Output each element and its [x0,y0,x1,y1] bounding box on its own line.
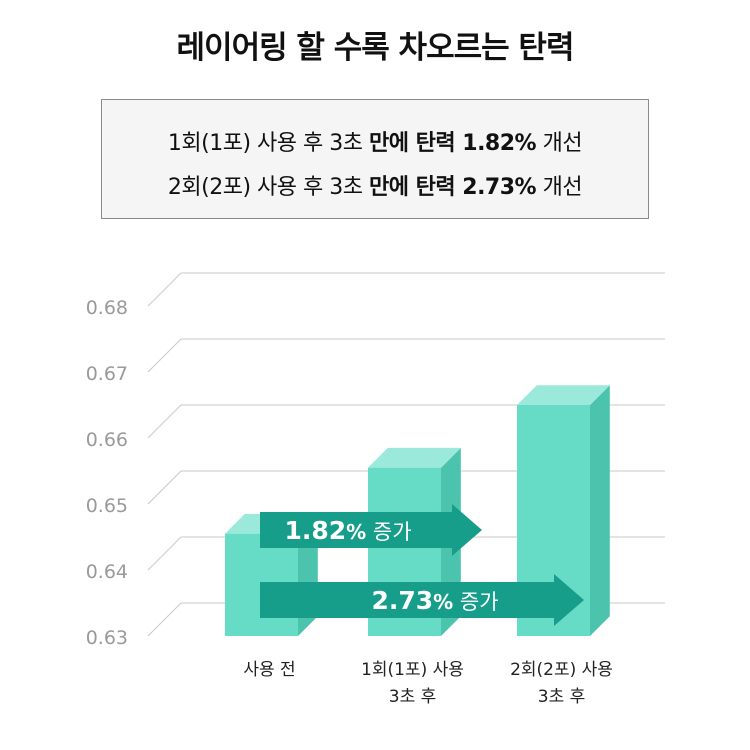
y-tick-label: 0.66 [86,429,128,451]
bar-top [368,447,461,468]
arrow-value: 1.82 [284,516,346,545]
gridline [147,404,665,439]
x-category-label: 사용 전 [243,660,295,680]
y-tick-label: 0.67 [86,363,128,385]
y-tick-label: 0.65 [86,495,128,517]
gridline [147,272,665,307]
gridline [147,536,665,571]
summary-line-2-bold: 만에 탄력 2.73% [368,175,537,200]
gridline [147,338,665,373]
x-category-label: 3초 후 [389,687,437,707]
x-category-label: 1회(1포) 사용 [361,660,464,680]
increase-arrow [260,504,482,556]
summary-line-2-prefix: 2회(2포) 사용 후 3초 [167,175,369,200]
chart-title: 레이어링 할 수록 차오르는 탄력 [176,30,575,66]
summary-box: 1회(1포) 사용 후 3초 만에 탄력 1.82% 개선 2회(2포) 사용 … [101,99,649,219]
arrow-label: 1.82% 증가 [284,516,411,545]
gridline [147,470,665,505]
arrow-text: 증가 [453,590,498,614]
summary-line-2: 2회(2포) 사용 후 3초 만에 탄력 2.73% 개선 [102,169,648,201]
summary-line-1: 1회(1포) 사용 후 3초 만에 탄력 1.82% 개선 [102,125,648,157]
arrow-value: 2.73 [371,586,433,615]
summary-line-1-prefix: 1회(1포) 사용 후 3초 [167,131,369,156]
bar-side [590,385,610,636]
x-category-label: 2회(2포) 사용 [510,660,613,680]
summary-line-2-suffix: 개선 [536,175,583,200]
arrow-text: 증가 [366,520,411,544]
y-tick-label: 0.68 [86,297,128,319]
summary-line-1-bold: 만에 탄력 1.82% [368,131,537,156]
y-tick-label: 0.63 [86,627,128,649]
y-tick-label: 0.64 [86,561,128,583]
arrow-unit: % [433,590,453,614]
arrow-unit: % [346,520,366,544]
bar-top [517,385,610,405]
summary-line-1-suffix: 개선 [536,131,583,156]
increase-arrow [260,574,584,626]
arrow-label: 2.73% 증가 [371,586,498,615]
x-category-label: 3초 후 [538,687,586,707]
